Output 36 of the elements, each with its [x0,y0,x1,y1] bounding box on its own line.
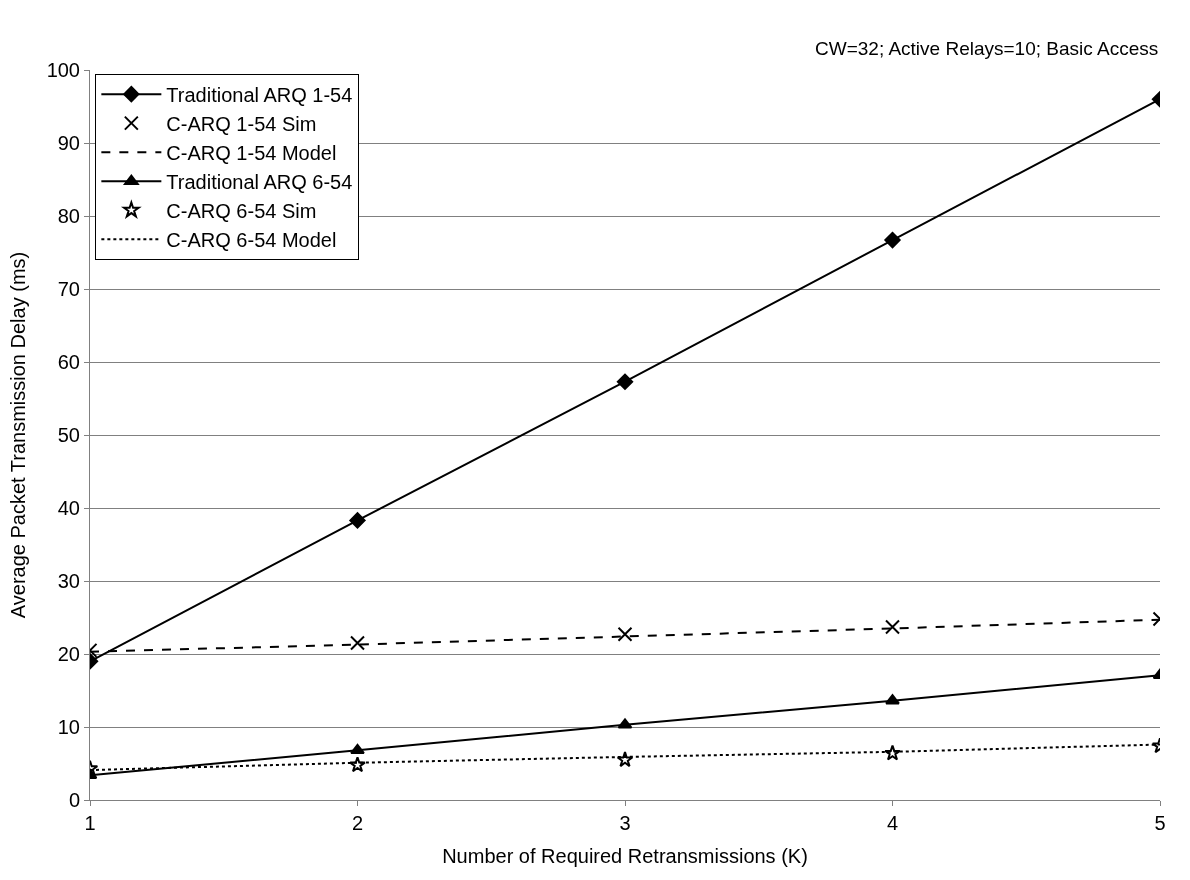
y-tick-label: 90 [57,132,80,154]
point [617,626,633,642]
point [350,635,365,651]
legend-label: C-ARQ 6-54 Model [166,228,337,251]
point [616,373,634,390]
y-tick-label: 100 [46,59,80,81]
y-tick-label: 70 [57,278,80,300]
y-tick-label: 60 [57,351,80,373]
y-axis-title: Average Packet Transmission Delay (ms) [7,251,30,619]
y-tick-label: 40 [57,497,80,519]
legend-label: Traditional ARQ 6-54 [166,170,353,193]
legend-label: Traditional ARQ 1-54 [166,83,353,106]
point [885,619,900,635]
legend-label: C-ARQ 6-54 Sim [166,199,317,222]
point [884,231,901,249]
point [349,756,366,773]
y-tick-label: 10 [57,716,80,738]
y-tick-label: 30 [57,570,80,592]
point [885,694,900,705]
y-tick-label: 50 [57,424,80,446]
point [350,743,365,755]
x-tick-label: 5 [1154,812,1166,834]
x-tick-label: 3 [619,812,631,834]
legend-label: C-ARQ 1-54 Sim [166,112,317,135]
y-tick-label: 0 [68,789,80,811]
y-tick-label: 80 [57,205,80,227]
point [349,512,366,529]
x-axis-title: Number of Required Retransmissions (K) [442,844,808,867]
point [884,744,901,761]
y-tick-label: 20 [57,643,80,665]
x-tick-label: 2 [351,812,364,834]
point [616,751,634,768]
legend-label: C-ARQ 1-54 Model [166,141,337,164]
x-tick-label: 1 [84,812,96,834]
x-tick-label: 4 [886,812,899,834]
text: CW=32; Active Relays=10; Basic Access [815,38,1159,59]
